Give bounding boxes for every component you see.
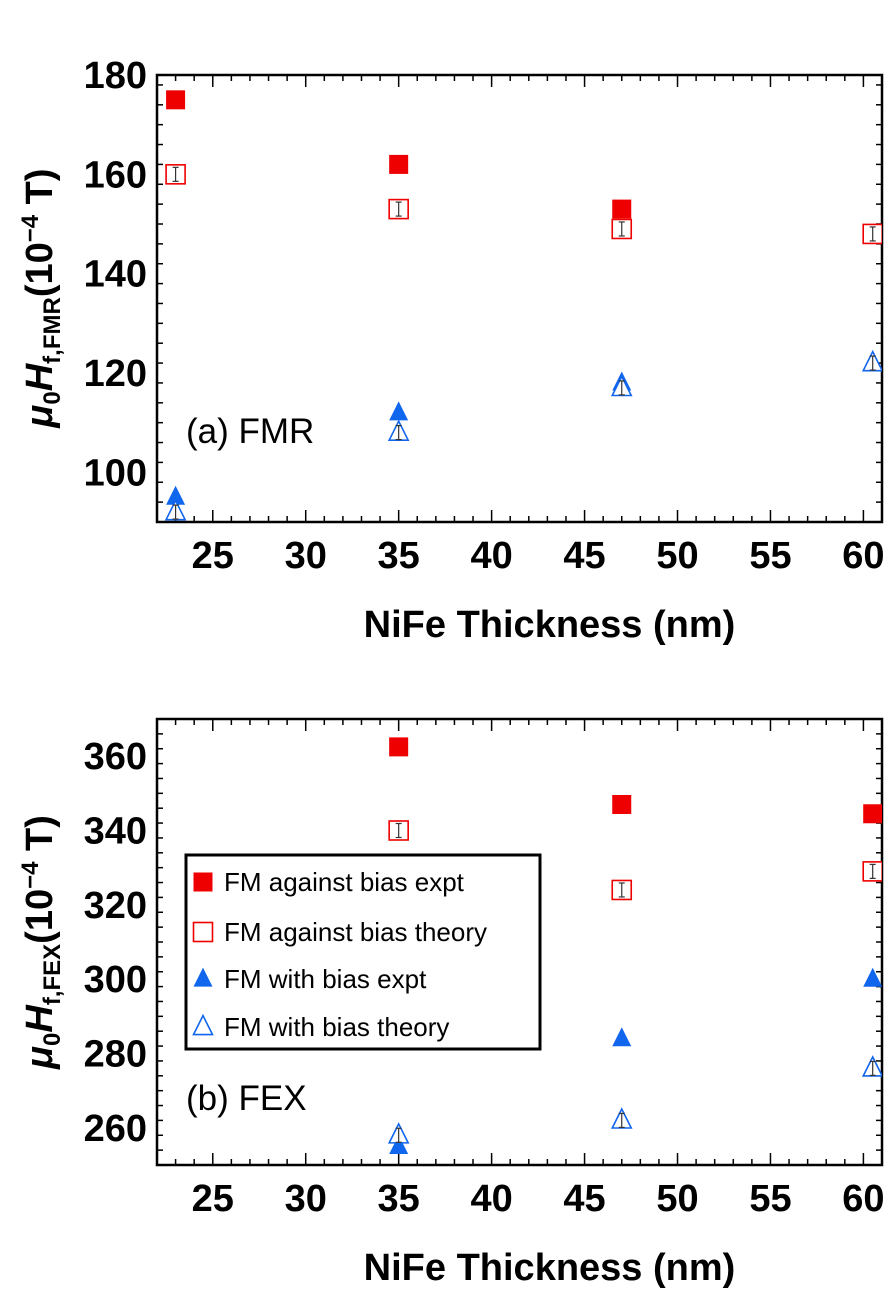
legend-item: FM with bias theory <box>192 1012 449 1042</box>
y-axis-label: μ0Hf,FEX(10−4 T) <box>17 815 66 1070</box>
legend-label: FM with bias expt <box>224 964 427 994</box>
x-tick-label: 50 <box>656 1178 698 1220</box>
data-point <box>389 1135 409 1155</box>
series-fm-with-bias-theory <box>387 1055 882 1144</box>
legend-label: FM with bias theory <box>224 1012 449 1042</box>
x-axis-label: NiFe Thickness (nm) <box>364 604 736 646</box>
x-tick-label: 40 <box>470 535 512 577</box>
x-tick-label: 30 <box>285 1178 327 1220</box>
x-tick-label: 45 <box>563 535 605 577</box>
x-tick-label: 25 <box>192 535 234 577</box>
series-fm-against-bias-expt <box>389 737 882 824</box>
legend-marker <box>193 967 213 987</box>
data-point <box>612 199 632 219</box>
x-tick-label: 50 <box>656 535 698 577</box>
data-point <box>389 154 409 174</box>
y-tick-label: 280 <box>84 1034 147 1076</box>
y-tick-label: 140 <box>84 254 147 296</box>
legend-marker <box>192 921 214 943</box>
legend-marker <box>192 1013 214 1036</box>
data-point <box>389 401 409 421</box>
data-point <box>612 794 632 814</box>
legend-label: FM against bias theory <box>224 917 487 947</box>
x-tick-label: 35 <box>378 1178 420 1220</box>
y-tick-label: 320 <box>84 885 147 927</box>
plot-area <box>387 737 882 1155</box>
plot-area <box>164 90 882 521</box>
legend-marker <box>193 872 213 892</box>
panel-label: (a) FMR <box>186 412 314 451</box>
y-tick-label: 120 <box>84 353 147 395</box>
y-tick-label: 300 <box>84 959 147 1001</box>
data-point <box>166 485 186 505</box>
y-axis-label: μ0Hf,FMR(10−4 T) <box>17 168 66 428</box>
data-point <box>863 804 882 824</box>
x-tick-label: 25 <box>192 1178 234 1220</box>
y-tick-label: 360 <box>84 736 147 778</box>
y-tick-label: 340 <box>84 811 147 853</box>
panel-fmr: 25 30 35 40 45 50 55 60 100 120 140 160 180 NiFe Thic… <box>17 55 885 646</box>
x-tick-label: 45 <box>563 1178 605 1220</box>
legend-item: FM against bias theory <box>192 917 487 947</box>
y-tick-label: 180 <box>84 55 147 97</box>
x-tick-label: 60 <box>842 535 884 577</box>
panel-fex: 25 30 35 40 45 50 55 60 260 280 300 320 340 360 NiFe T… <box>17 717 885 1289</box>
data-point <box>612 1027 632 1047</box>
legend-box <box>184 853 542 1051</box>
y-tick-label: 100 <box>84 452 147 494</box>
legend-item: FM with bias expt <box>193 964 427 994</box>
plot-frame <box>155 73 884 524</box>
x-tick-label: 55 <box>749 1178 791 1220</box>
x-tick-label: 30 <box>285 535 327 577</box>
series-fm-against-bias-theory <box>388 820 882 901</box>
y-tick-label: 260 <box>84 1108 147 1150</box>
legend-item: FM against bias expt <box>193 867 465 897</box>
data-point <box>166 90 186 110</box>
data-point <box>863 967 882 987</box>
x-tick-label: 40 <box>470 1178 512 1220</box>
y-tick-label: 160 <box>84 154 147 196</box>
data-point <box>389 737 409 757</box>
x-axis-label: NiFe Thickness (nm) <box>364 1247 736 1289</box>
series-fm-against-bias-expt <box>166 90 882 244</box>
legend: FM against bias expt FM against bias theo… <box>184 853 542 1051</box>
legend-label: FM against bias expt <box>224 867 465 897</box>
series-fm-with-bias-expt <box>389 967 882 1155</box>
series-fm-with-bias-theory <box>164 349 882 521</box>
x-tick-label: 60 <box>842 1178 884 1220</box>
x-tick-label: 35 <box>378 535 420 577</box>
series-fm-against-bias-theory <box>165 164 882 245</box>
x-tick-label: 55 <box>749 535 791 577</box>
panel-label: (b) FEX <box>186 1079 307 1118</box>
